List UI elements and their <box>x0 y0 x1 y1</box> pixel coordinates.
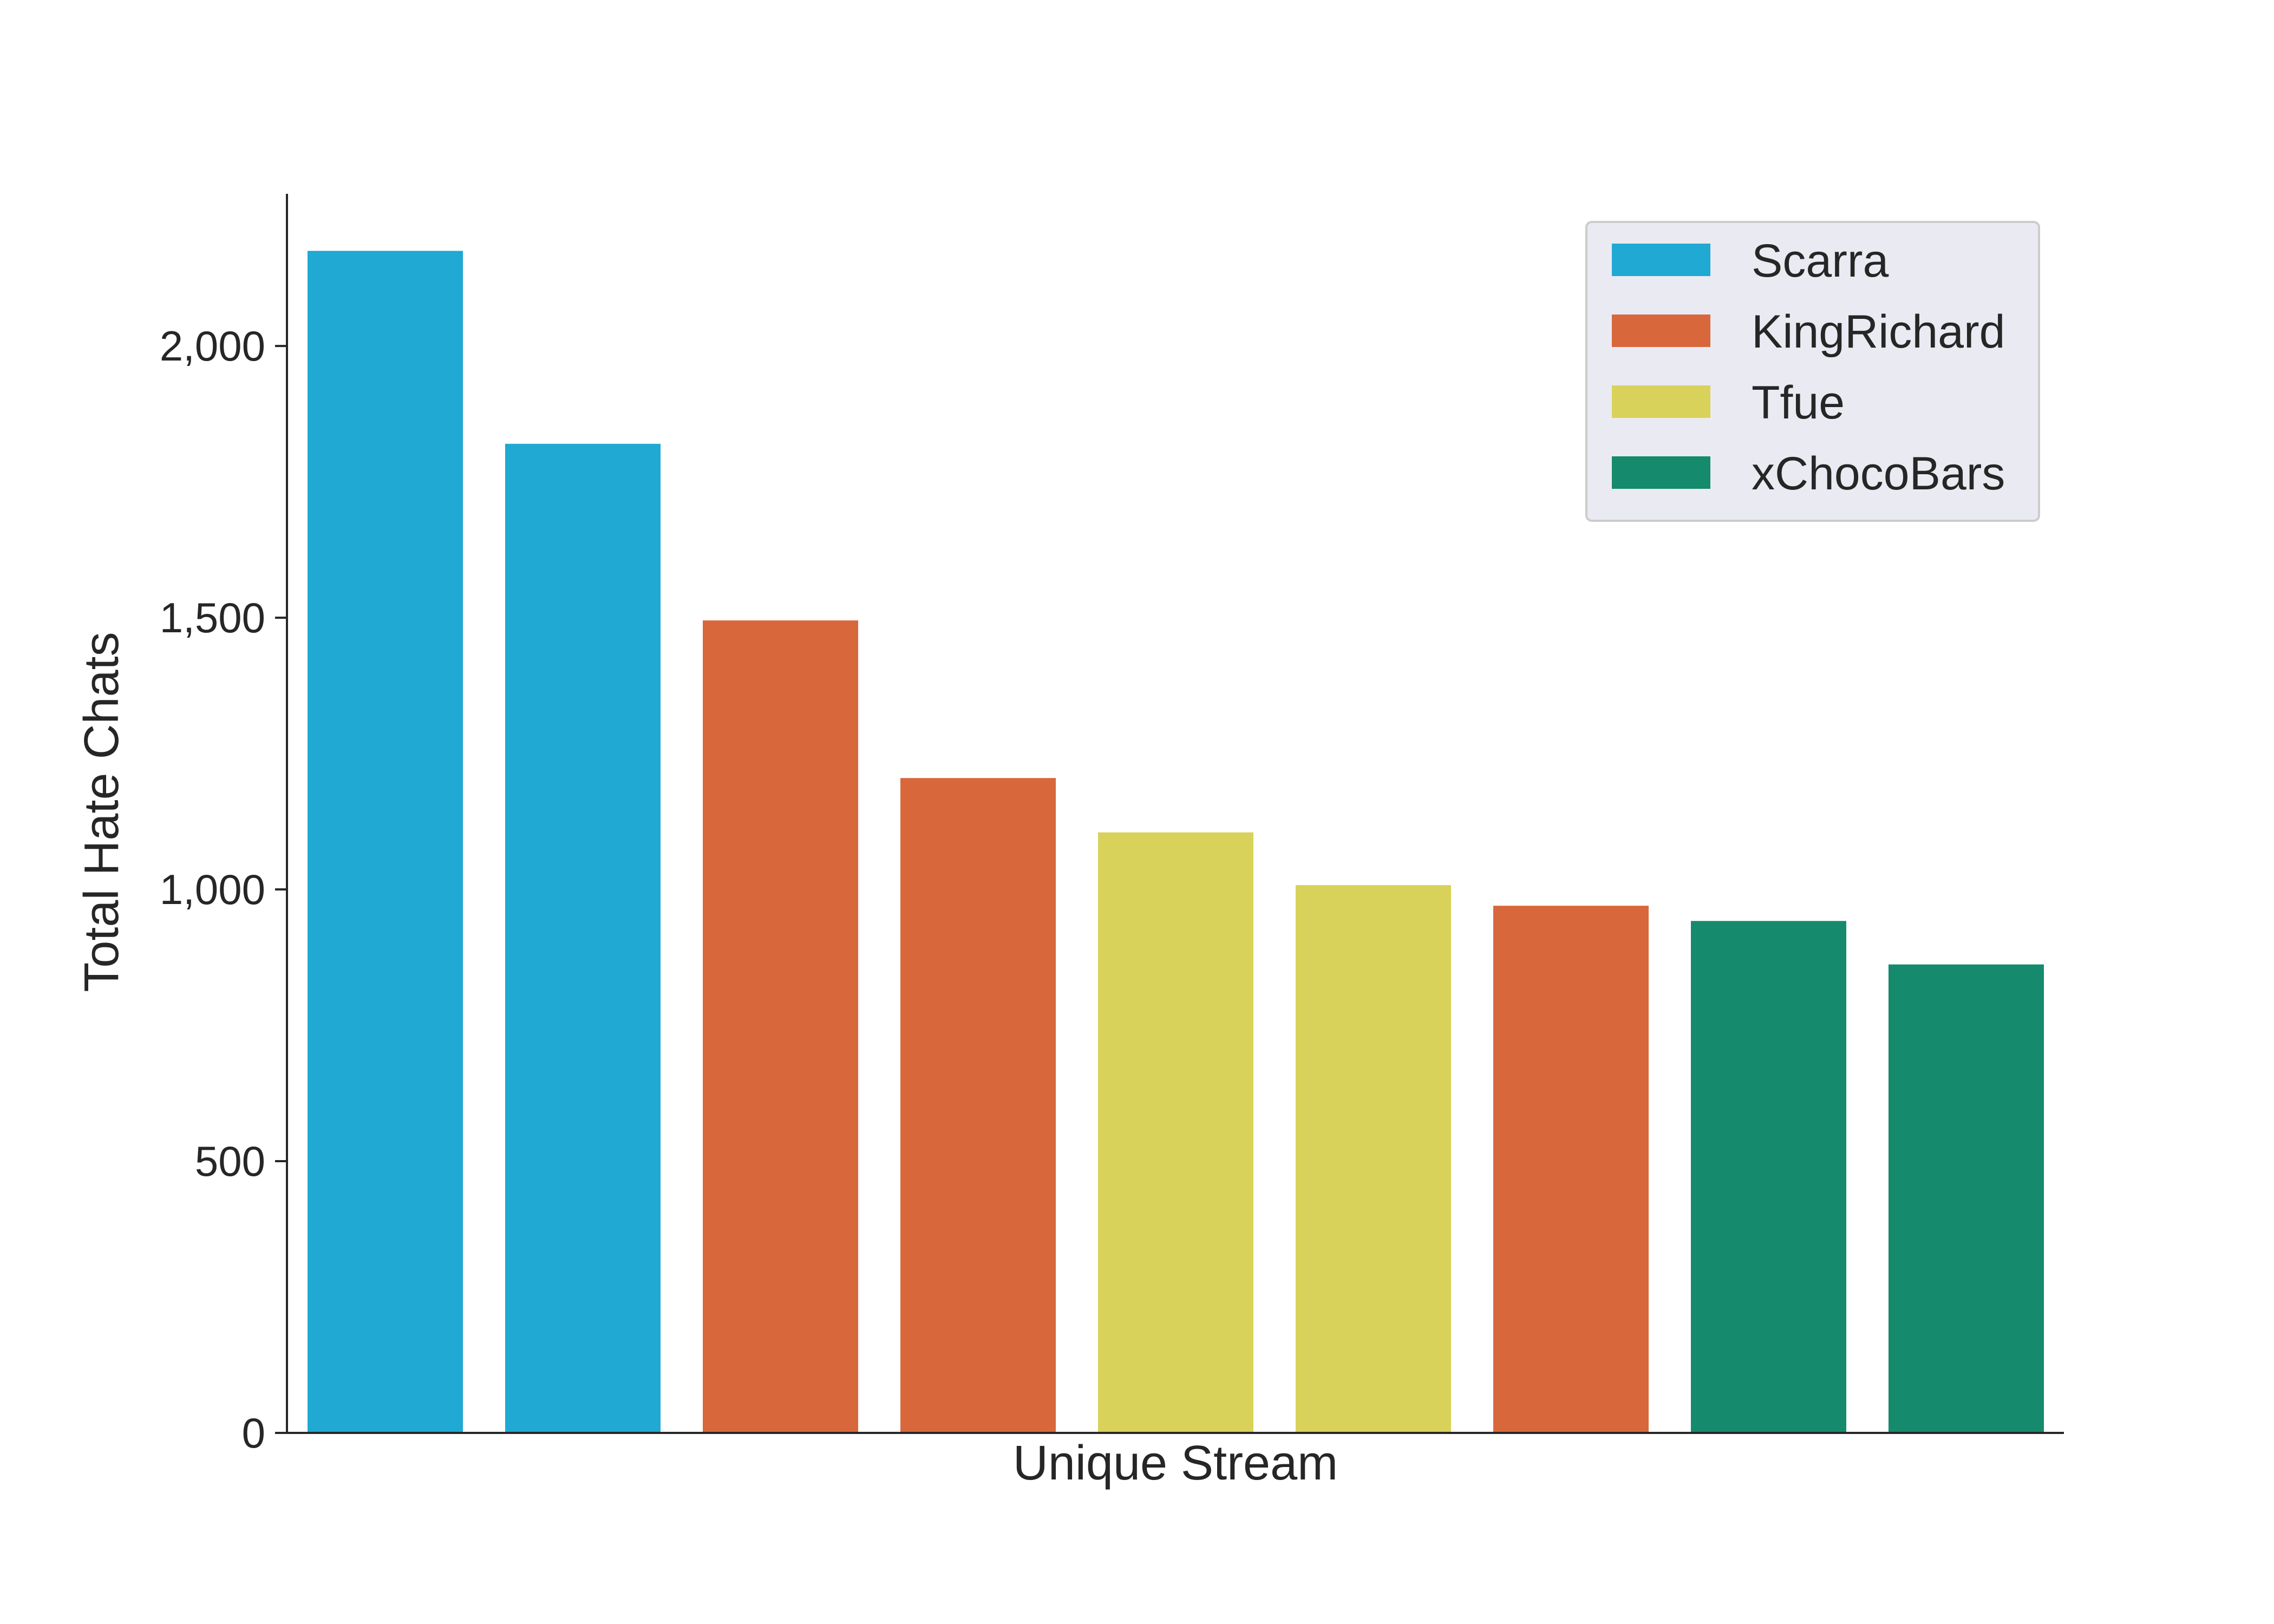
legend-swatch-xchocobars <box>1612 456 1710 489</box>
y-tick-label: 500 <box>195 1137 265 1185</box>
bar-7 <box>1493 906 1649 1433</box>
legend-swatch-scarra <box>1612 244 1710 276</box>
bar-6 <box>1296 885 1451 1433</box>
y-tick-label: 1,500 <box>160 594 265 641</box>
bar-5 <box>1098 832 1253 1433</box>
legend-label-tfue: Tfue <box>1752 377 1845 429</box>
y-tick-label: 1,000 <box>160 866 265 913</box>
bar-8 <box>1691 921 1846 1433</box>
bar-2 <box>505 443 661 1433</box>
legend-items: Scarra KingRichard Tfue xChocoBars <box>1612 235 2005 500</box>
legend-label-scarra: Scarra <box>1752 235 1889 287</box>
legend-swatch-kingrichard <box>1612 315 1710 347</box>
legend-swatch-tfue <box>1612 385 1710 418</box>
x-axis-title: Unique Stream <box>1013 1436 1338 1490</box>
y-tick-label: 0 <box>242 1409 265 1457</box>
legend-label-kingrichard: KingRichard <box>1752 306 2005 358</box>
y-axis-ticks: 0 500 1,000 1,500 2,000 <box>160 322 287 1457</box>
y-axis-title: Total Hate Chats <box>75 632 129 992</box>
bar-9 <box>1889 964 2044 1433</box>
bar-4 <box>900 778 1056 1433</box>
legend-frame <box>1585 221 2040 522</box>
bar-3 <box>703 620 858 1433</box>
bar-1 <box>308 251 463 1433</box>
legend-label-xchocobars: xChocoBars <box>1752 448 2005 500</box>
y-tick-label: 2,000 <box>160 322 265 370</box>
bars-layer <box>308 251 2044 1433</box>
legend: Scarra KingRichard Tfue xChocoBars <box>1585 221 2040 522</box>
